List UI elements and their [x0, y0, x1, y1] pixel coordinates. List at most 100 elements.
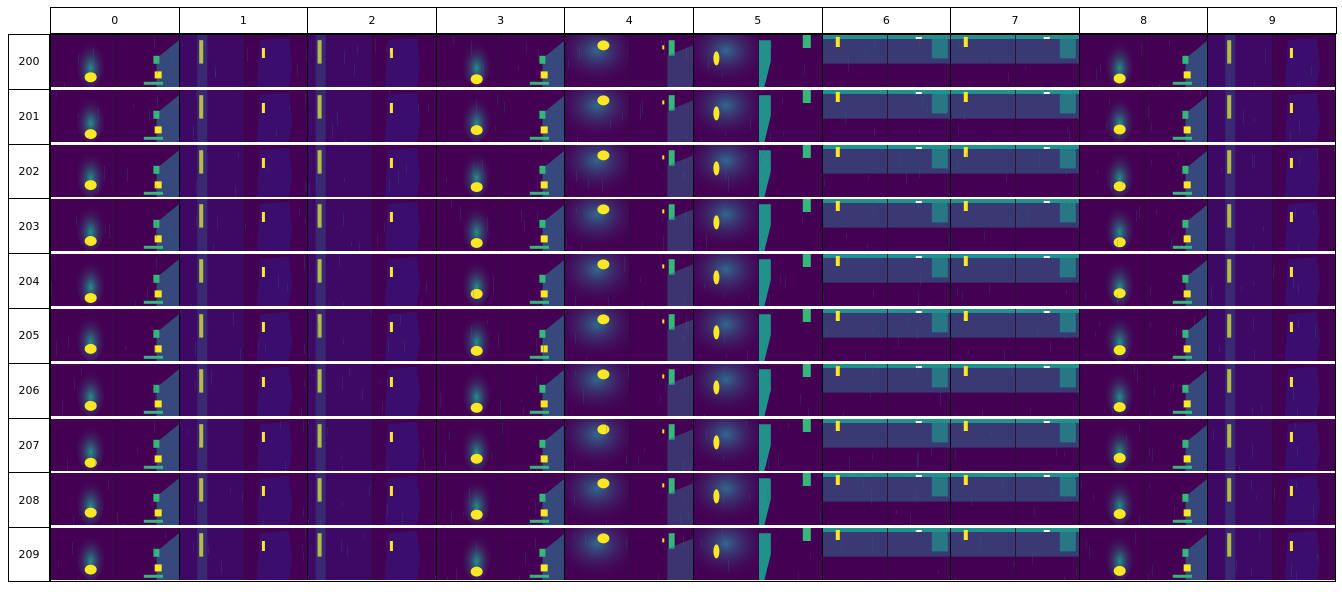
thumbnail-cell-r209-c5 — [693, 528, 822, 581]
thumbnail-cell-r200-c5 — [693, 35, 822, 87]
column-header-6: 6 — [821, 7, 952, 34]
panel-divider — [886, 363, 888, 416]
thumbnail-cell-r201-c6 — [821, 89, 951, 142]
row-header-202: 202 — [8, 143, 50, 200]
panel-divider — [500, 144, 502, 197]
thumbnail-cell-r205-c4 — [564, 309, 693, 361]
thumbnail-cell-r203-c7 — [950, 199, 1079, 252]
thumbnail-cell-r205-c9 — [1207, 309, 1336, 361]
panel-divider — [1015, 473, 1017, 526]
panel-divider — [500, 254, 502, 307]
panel-divider — [243, 418, 245, 471]
panel-divider — [758, 418, 759, 471]
thumbnail-cell-r206-c5 — [693, 363, 822, 416]
row-separator — [50, 470, 1336, 473]
panel-divider — [1272, 528, 1274, 581]
thumbnail-cell-r209-c3 — [435, 528, 565, 581]
thumbnail-cell-r207-c5 — [693, 418, 822, 471]
thumbnail-cell-r207-c4 — [564, 418, 693, 471]
row-separator — [50, 87, 1336, 89]
thumbnail-cell-r208-c0 — [50, 473, 179, 526]
thumbnail-cell-r207-c9 — [1207, 418, 1336, 471]
panel-divider — [500, 473, 502, 526]
panel-divider — [1015, 254, 1017, 307]
thumbnail-cell-r208-c8 — [1078, 473, 1208, 526]
panel-divider — [115, 144, 116, 197]
thumbnail-cell-r202-c4 — [564, 144, 693, 197]
panel-divider — [115, 528, 116, 581]
panel-divider — [1272, 144, 1274, 197]
thumbnail-cell-r205-c7 — [950, 309, 1079, 361]
panel-divider — [500, 309, 502, 361]
panel-divider — [115, 254, 116, 307]
thumbnail-cell-r206-c4 — [564, 363, 693, 416]
panel-divider — [243, 309, 245, 361]
thumbnail-cell-r203-c4 — [564, 199, 693, 252]
thumbnail-cell-r201-c2 — [307, 89, 436, 142]
row-separator — [50, 361, 1336, 363]
panel-divider — [758, 199, 759, 252]
panel-divider — [243, 199, 245, 252]
panel-divider — [243, 144, 245, 197]
thumbnail-cell-r205-c0 — [50, 309, 179, 361]
thumbnail-cell-r207-c8 — [1078, 418, 1208, 471]
panel-divider — [1272, 363, 1274, 416]
column-header-1: 1 — [178, 7, 309, 34]
thumbnail-cell-r206-c8 — [1078, 363, 1208, 416]
thumbnail-cell-r201-c4 — [564, 89, 693, 142]
panel-divider — [758, 35, 759, 87]
thumbnail-cell-r202-c3 — [435, 144, 565, 197]
thumbnail-cell-r202-c6 — [821, 144, 951, 197]
thumbnail-cell-r201-c3 — [435, 89, 565, 142]
thumbnail-cell-r208-c1 — [178, 473, 308, 526]
row-header-204: 204 — [8, 253, 50, 309]
column-header-3: 3 — [435, 7, 566, 34]
row-header-209: 209 — [8, 527, 50, 582]
panel-divider — [1272, 89, 1274, 142]
thumbnail-cell-r202-c2 — [307, 144, 436, 197]
panel-divider — [372, 89, 374, 142]
panel-divider — [500, 418, 502, 471]
thumbnail-cell-r203-c5 — [693, 199, 822, 252]
thumbnail-cell-r202-c1 — [178, 144, 308, 197]
panel-divider — [886, 254, 888, 307]
panel-divider — [1272, 473, 1274, 526]
thumbnail-cell-r205-c3 — [435, 309, 565, 361]
panel-divider — [758, 89, 759, 142]
thumbnail-cell-r201-c1 — [178, 89, 308, 142]
row-separator — [50, 141, 1336, 144]
thumbnail-cell-r208-c6 — [821, 473, 951, 526]
panel-divider — [886, 199, 888, 252]
panel-divider — [372, 473, 374, 526]
column-header-4: 4 — [564, 7, 694, 34]
thumbnail-cell-r205-c2 — [307, 309, 436, 361]
thumbnail-cell-r207-c2 — [307, 418, 436, 471]
thumbnail-cell-r206-c0 — [50, 363, 179, 416]
thumbnail-cell-r203-c3 — [435, 199, 565, 252]
thumbnail-cell-r208-c5 — [693, 473, 822, 526]
thumbnail-cell-r203-c9 — [1207, 199, 1336, 252]
panel-divider — [243, 89, 245, 142]
panel-divider — [1015, 35, 1017, 87]
panel-divider — [1143, 254, 1145, 307]
panel-divider — [115, 363, 116, 416]
panel-divider — [372, 309, 374, 361]
panel-divider — [629, 309, 631, 361]
panel-divider — [886, 144, 888, 197]
panel-divider — [886, 35, 888, 87]
panel-divider — [1272, 418, 1274, 471]
panel-divider — [372, 254, 374, 307]
panel-divider — [500, 89, 502, 142]
thumbnail-cell-r209-c1 — [178, 528, 308, 581]
thumbnail-cell-r204-c6 — [821, 254, 951, 307]
thumbnail-cell-r204-c9 — [1207, 254, 1336, 307]
panel-divider — [758, 254, 759, 307]
panel-divider — [372, 35, 374, 87]
panel-divider — [758, 309, 759, 361]
panel-divider — [1143, 418, 1145, 471]
thumbnail-cell-r204-c5 — [693, 254, 822, 307]
thumbnail-cell-r205-c6 — [821, 309, 951, 361]
thumbnail-cell-r207-c1 — [178, 418, 308, 471]
panel-divider — [1143, 199, 1145, 252]
